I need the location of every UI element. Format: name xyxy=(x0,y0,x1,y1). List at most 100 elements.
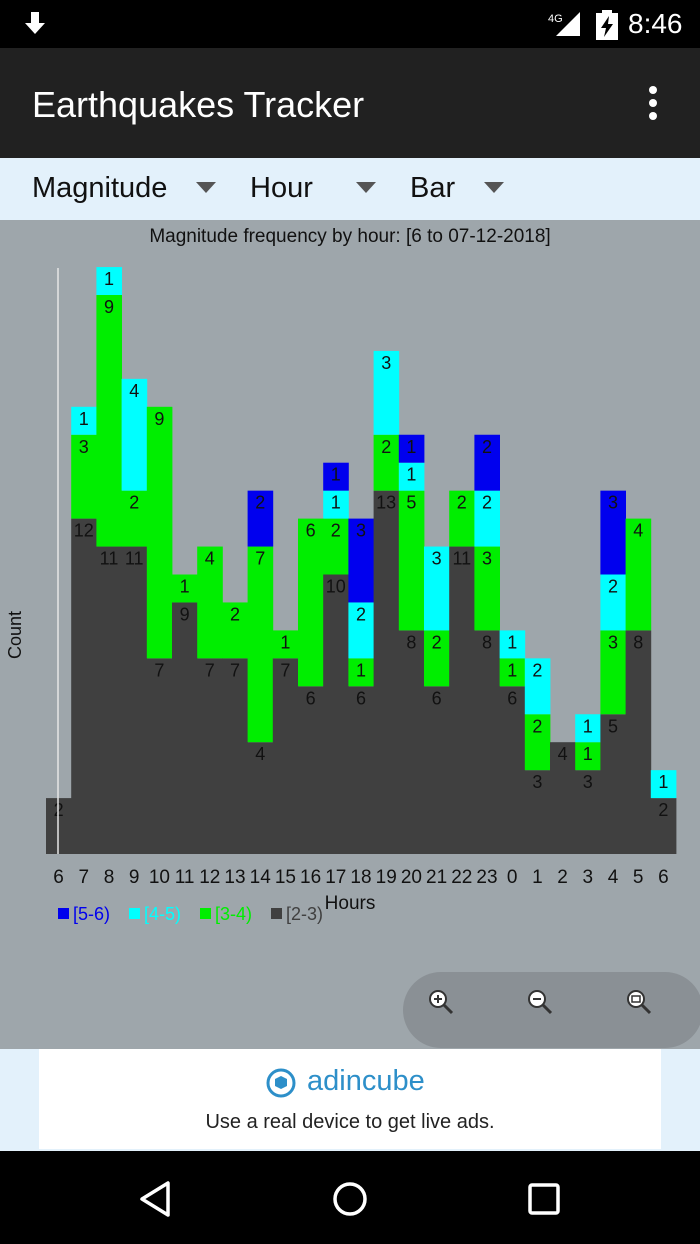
bar-segment xyxy=(121,378,148,491)
filter-bar: Magnitude Hour Bar xyxy=(0,158,700,220)
magnitude-spinner-label: Magnitude xyxy=(32,172,168,204)
data-label: 2 xyxy=(482,437,492,457)
zoom-out-icon[interactable] xyxy=(526,988,554,1016)
bar-segment xyxy=(172,602,198,854)
x-tick-label: 7 xyxy=(79,867,90,888)
legend-entry: [4-5) xyxy=(144,904,181,924)
bar-segment xyxy=(424,630,450,687)
data-label: 4 xyxy=(129,381,139,401)
bar-segment xyxy=(575,742,601,771)
bar-segment xyxy=(449,490,475,547)
bar-segment xyxy=(398,630,425,854)
x-tick-label: 0 xyxy=(507,867,518,888)
data-label: 9 xyxy=(154,409,164,429)
data-label: 2 xyxy=(658,800,668,820)
bar-segment xyxy=(474,490,500,547)
zoom-controls xyxy=(403,972,700,1048)
recents-icon[interactable] xyxy=(524,1179,564,1219)
bar-segment xyxy=(424,686,450,854)
data-label: 1 xyxy=(507,660,517,680)
data-label: 3 xyxy=(583,772,593,792)
data-label: 7 xyxy=(280,660,290,680)
data-label: 3 xyxy=(381,353,391,373)
app-bar: Earthquakes Tracker xyxy=(0,48,700,158)
data-label: 6 xyxy=(356,688,366,708)
bar-segment xyxy=(600,630,626,715)
data-label: 4 xyxy=(633,521,643,541)
bar-segment xyxy=(96,295,122,547)
bar-segment xyxy=(71,518,97,854)
bar-segment xyxy=(600,714,626,854)
x-tick-label: 23 xyxy=(476,867,497,888)
bar-segment xyxy=(524,714,551,771)
app-title: Earthquakes Tracker xyxy=(32,84,365,125)
chart-type-spinner[interactable]: Bar xyxy=(410,164,520,212)
bar-segment xyxy=(600,574,626,631)
x-tick-label: 17 xyxy=(325,867,346,888)
bar-segment xyxy=(348,602,374,659)
data-label: 9 xyxy=(104,297,114,317)
overflow-menu-icon[interactable] xyxy=(640,84,666,124)
data-label: 7 xyxy=(205,660,215,680)
bar-segment xyxy=(650,798,677,854)
chart-area[interactable]: Magnitude frequency by hour: [6 to 07-12… xyxy=(0,220,700,1049)
data-label: 7 xyxy=(230,660,240,680)
data-label: 8 xyxy=(406,632,416,652)
network-type: 4G xyxy=(548,13,563,25)
data-label: 7 xyxy=(154,660,164,680)
data-labels-group: 2123111911124799174724727166102116123132… xyxy=(54,269,669,820)
data-label: 1 xyxy=(180,577,190,597)
zoom-reset-icon[interactable] xyxy=(625,988,653,1016)
bar-segment xyxy=(524,770,551,854)
data-label: 3 xyxy=(482,549,492,569)
status-bar: 4G 8:46 xyxy=(0,0,700,48)
ad-banner[interactable]: adincube Use a real device to get live a… xyxy=(39,1049,661,1149)
data-label: 1 xyxy=(104,269,114,289)
x-axis-label: Hours xyxy=(325,893,376,914)
stacked-bar-chart[interactable]: Magnitude frequency by hour: [6 to 07-12… xyxy=(0,220,700,1049)
data-label: 11 xyxy=(100,549,119,569)
chevron-down-icon xyxy=(484,182,504,193)
data-label: 2 xyxy=(230,604,240,624)
x-tick-label: 5 xyxy=(633,867,644,888)
bar-segment xyxy=(323,462,349,491)
bar-segment xyxy=(474,434,500,491)
magnitude-spinner[interactable]: Magnitude xyxy=(32,164,232,212)
bar-segment xyxy=(121,546,148,854)
bar-segment xyxy=(146,658,173,854)
x-tick-label: 20 xyxy=(401,867,422,888)
legend-entry: [2-3) xyxy=(286,904,323,924)
data-label: 1 xyxy=(507,632,517,652)
bar-segment xyxy=(46,798,72,854)
x-tick-label: 19 xyxy=(376,867,397,888)
download-icon xyxy=(25,12,45,34)
data-label: 2 xyxy=(532,716,542,736)
bar-segment xyxy=(625,630,652,854)
x-tick-label: 6 xyxy=(53,867,64,888)
bar-segment xyxy=(424,546,450,631)
data-label: 6 xyxy=(306,521,316,541)
zoom-in-icon[interactable] xyxy=(427,988,455,1016)
x-tick-label: 4 xyxy=(608,867,619,888)
data-label: 1 xyxy=(331,493,341,513)
data-label: 2 xyxy=(608,577,618,597)
bar-segment xyxy=(121,490,148,547)
adincube-logo-icon xyxy=(266,1068,296,1098)
data-label: 11 xyxy=(452,549,471,569)
bar-segment xyxy=(499,686,526,854)
data-label: 1 xyxy=(331,465,341,485)
bars-group xyxy=(46,267,677,854)
bar-segment xyxy=(348,658,374,687)
hour-spinner[interactable]: Hour xyxy=(250,164,390,212)
home-icon[interactable] xyxy=(330,1179,370,1219)
bar-segment xyxy=(373,350,400,435)
hour-spinner-label: Hour xyxy=(250,172,313,204)
bar-segment xyxy=(247,490,274,547)
data-label: 2 xyxy=(432,632,442,652)
back-icon[interactable] xyxy=(136,1179,176,1219)
x-tick-label: 8 xyxy=(104,867,115,888)
legend-entry: [3-4) xyxy=(215,904,252,924)
bar-segment xyxy=(146,406,173,659)
data-label: 7 xyxy=(255,549,265,569)
legend-swatch xyxy=(271,908,282,919)
